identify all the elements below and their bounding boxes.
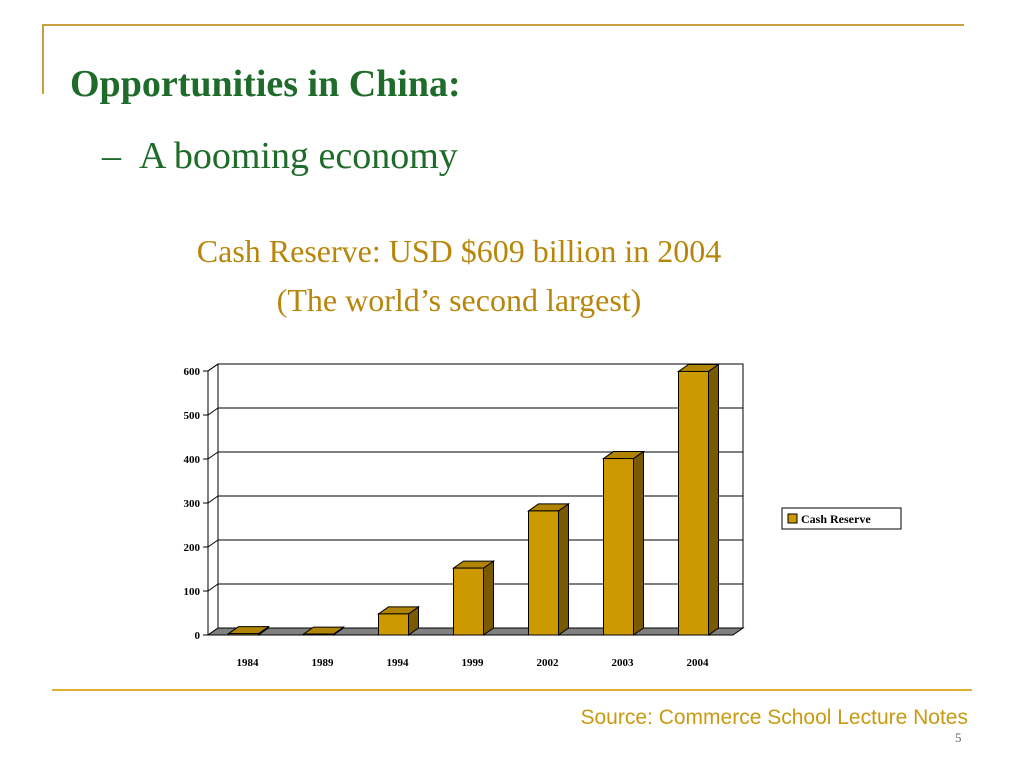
bar (603, 458, 634, 636)
y-tick-label: 100 (184, 586, 201, 598)
y-tick-label: 300 (184, 498, 201, 510)
chart-subtitle-line1: Cash Reserve: USD $609 billion in 2004 (196, 233, 722, 269)
chart-subtitle-line2: (The world’s second largest) (276, 282, 642, 318)
bar (303, 633, 334, 636)
bar-side (708, 363, 719, 636)
bar (228, 633, 259, 636)
x-tick-label: 2003 (612, 657, 635, 669)
legend-box (781, 507, 902, 530)
y-tick-label: 500 (184, 410, 201, 422)
bar (528, 510, 559, 636)
gridline-side (207, 407, 219, 416)
gridline-side (207, 495, 219, 504)
bullet-marker: – (102, 135, 121, 177)
x-tick-label: 2002 (537, 657, 560, 669)
frame-top-rule (42, 24, 964, 26)
gridline-side (207, 583, 219, 592)
slide-title: Opportunities in China: (70, 63, 461, 105)
source-note: Source: Commerce School Lecture Notes (580, 706, 968, 729)
legend-label: Cash Reserve (801, 512, 871, 526)
bar-side (633, 450, 644, 636)
y-tick-label: 0 (195, 630, 201, 642)
bar-side (558, 502, 569, 636)
y-tick-label: 400 (184, 454, 201, 466)
y-tick-label: 200 (184, 542, 201, 554)
x-tick-label: 1989 (312, 657, 335, 669)
y-axis-top (207, 363, 219, 372)
y-tick-label: 600 (184, 366, 201, 378)
x-tick-label: 1994 (387, 657, 410, 669)
bullet-text: A booming economy (139, 135, 458, 177)
x-tick-label: 2004 (687, 657, 710, 669)
bullet-item: – A booming economy (102, 134, 458, 178)
legend-swatch (787, 513, 798, 524)
x-tick-label: 1999 (462, 657, 485, 669)
x-tick-label: 1984 (237, 657, 260, 669)
gridline-side (207, 451, 219, 460)
bar (378, 613, 409, 636)
bottom-rule (52, 689, 972, 691)
bar (453, 567, 484, 636)
gridline-side (207, 539, 219, 548)
bar (678, 370, 709, 636)
page-number: 5 (955, 730, 962, 745)
bar-side (483, 560, 494, 636)
frame-left-rule (42, 24, 44, 94)
